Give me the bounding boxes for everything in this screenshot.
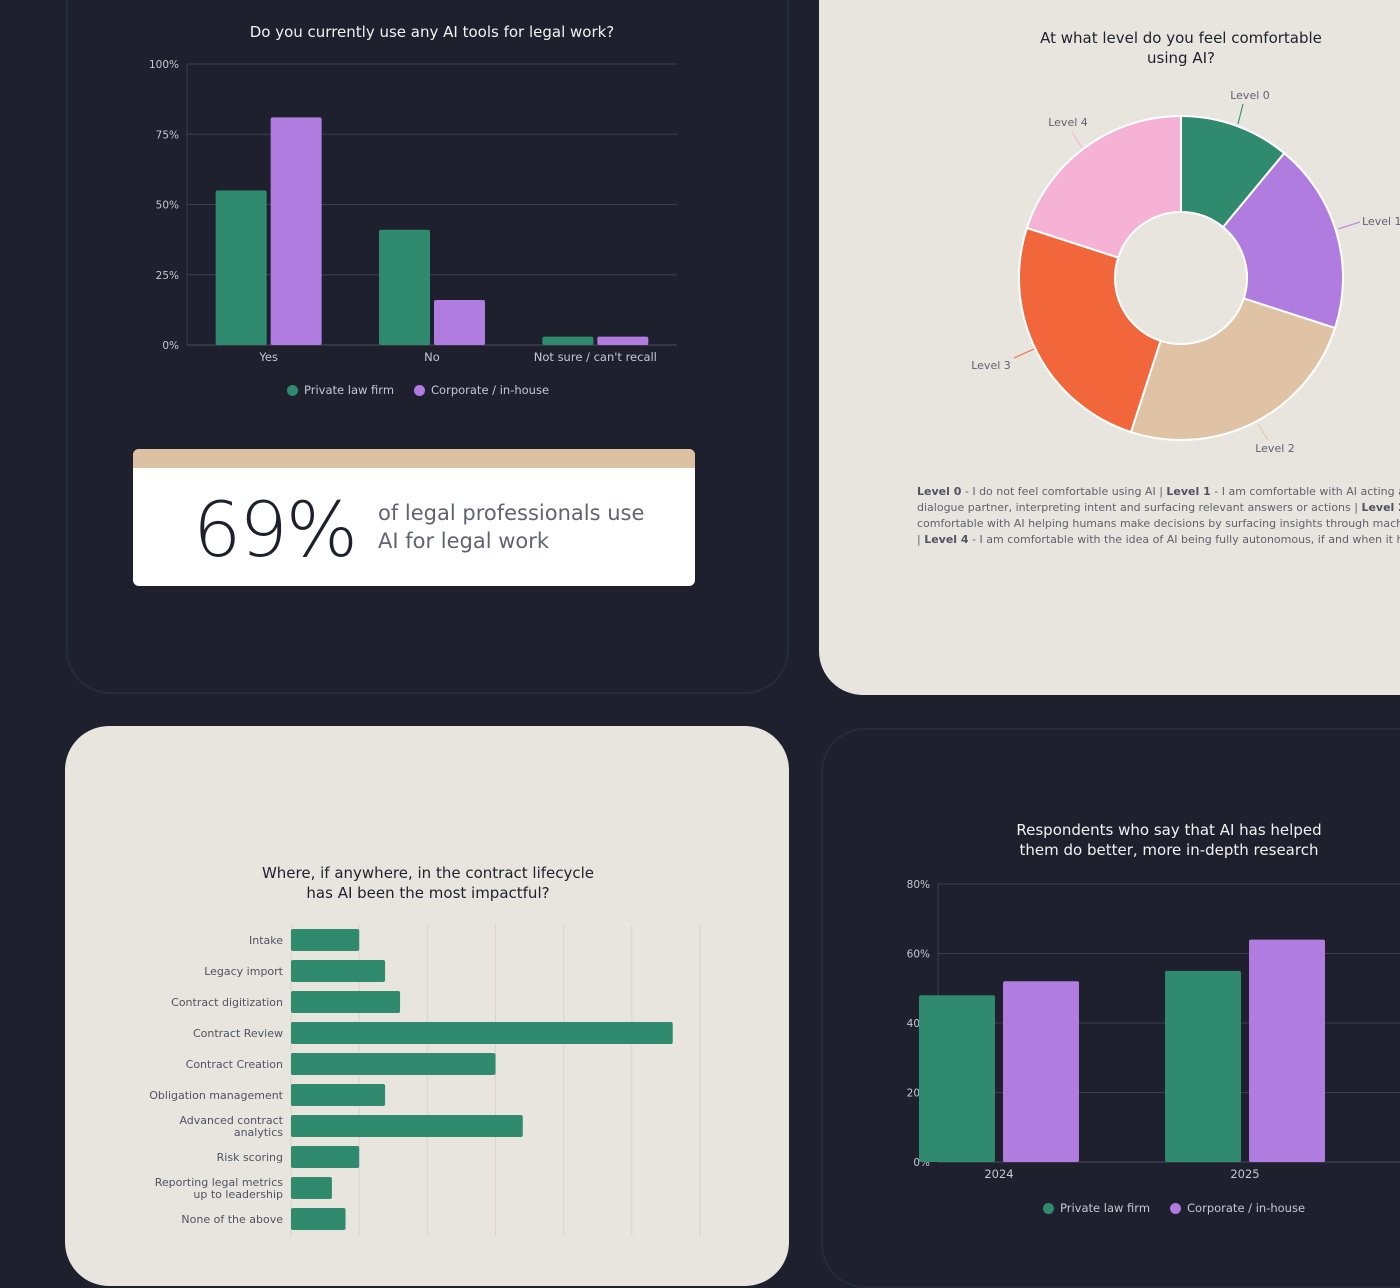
level-name: Level 4 — [924, 533, 969, 546]
y-tick-label: 0% — [162, 340, 179, 352]
category-label: Intake — [249, 934, 283, 947]
stat-card-accent — [133, 449, 695, 468]
bar — [291, 929, 360, 951]
level-description: - I do not feel comfortable using AI | — [961, 485, 1167, 498]
bar-corporate — [1249, 939, 1325, 1162]
category-label: None of the above — [181, 1213, 283, 1226]
donut-leader-line — [1257, 423, 1269, 441]
level-description: | — [917, 533, 925, 546]
legend-label-private: Private law firm — [304, 383, 395, 397]
donut-slice-level-4 — [1025, 114, 1182, 259]
stat-line-1: of legal professionals use — [378, 501, 645, 525]
bar — [291, 1115, 523, 1137]
donut-label: Level 4 — [1048, 116, 1088, 129]
bar-private — [1165, 970, 1241, 1162]
stat-value: 69% — [193, 485, 358, 574]
donut-slice-level-3 — [1018, 226, 1162, 434]
level-name: Level 2 — [1361, 501, 1400, 514]
level-description: comfortable with AI helping humans make … — [917, 517, 1400, 530]
y-tick-label: 60% — [907, 949, 930, 961]
definition-line: dialogue partner, interpreting intent an… — [917, 500, 1400, 516]
donut-leader-line — [1337, 221, 1361, 230]
y-tick-label: 80% — [907, 879, 930, 891]
category-label: Obligation management — [149, 1089, 283, 1102]
legend-item-private: Private law firm — [287, 383, 394, 397]
legend-dot-private — [1043, 1202, 1054, 1214]
category-label: Contract Creation — [186, 1058, 283, 1071]
bar-private — [919, 995, 995, 1162]
definition-line: | Level 4 - I am comfortable with the id… — [917, 532, 1400, 548]
donut-leader-line — [1013, 348, 1035, 359]
level-description: dialogue partner, interpreting intent an… — [917, 501, 1362, 514]
category-label: Reporting legal metrics — [155, 1176, 283, 1189]
bar — [291, 1146, 360, 1168]
legend-label-corporate: Corporate / in-house — [431, 383, 550, 397]
bar — [291, 1022, 673, 1044]
y-tick-label: 100% — [149, 59, 179, 71]
panel-ai-usage — [66, 0, 789, 694]
definition-line: comfortable with AI helping humans make … — [917, 516, 1400, 532]
bar — [291, 960, 386, 982]
bar-corporate — [270, 117, 322, 345]
donut-leader-line — [1237, 103, 1244, 125]
bar — [291, 1053, 496, 1075]
bar — [291, 1208, 346, 1230]
comfort-level-definitions: Level 0 - I do not feel comfortable usin… — [917, 484, 1400, 548]
bar-corporate — [1003, 981, 1079, 1162]
bar — [291, 1177, 332, 1199]
category-label: analytics — [234, 1126, 283, 1139]
stat-line-2: AI for legal work — [378, 529, 550, 553]
bar-corporate — [597, 336, 649, 345]
category-label: Contract digitization — [171, 996, 283, 1009]
level-description: - I am comfortable with AI acting as a — [1210, 485, 1400, 498]
donut-label: Level 3 — [971, 359, 1011, 372]
x-tick-label: Not sure / can't recall — [534, 350, 657, 364]
chart-title-lifecycle: Where, if anywhere, in the contract life… — [261, 864, 595, 902]
stat-card: 69% of legal professionals use AI for le… — [133, 449, 695, 586]
level-name: Level 1 — [1166, 485, 1211, 498]
category-label: Advanced contract — [179, 1114, 283, 1127]
legend-dot-corporate — [414, 384, 426, 396]
chart-title-ai-usage: Do you currently use any AI tools for le… — [249, 23, 615, 41]
chart-title-comfort: At what level do you feel comfortable us… — [1040, 29, 1322, 67]
definition-line: Level 0 - I do not feel comfortable usin… — [917, 484, 1400, 500]
y-tick-label: 50% — [156, 200, 179, 212]
donut-label: Level 2 — [1255, 442, 1295, 455]
donut-slice-level-1 — [1221, 151, 1344, 330]
category-label: up to leadership — [193, 1188, 283, 1201]
legend-label-corporate: Corporate / in-house — [1187, 1201, 1306, 1215]
donut-label: Level 0 — [1230, 89, 1270, 102]
legend-dot-private — [287, 384, 298, 396]
legend-dot-corporate — [1170, 1202, 1182, 1214]
bar-private — [215, 190, 267, 345]
donut-label: Level 1 — [1362, 215, 1400, 228]
bar-corporate — [434, 300, 485, 345]
donut-leader-line — [1071, 131, 1083, 149]
x-tick-label: 2025 — [1230, 1167, 1259, 1181]
y-tick-label: 25% — [156, 270, 179, 282]
charts-canvas: 0% 25% 50% 75% 100% Yes No Not sure / can't rec… — [149, 59, 1400, 1236]
category-label: Legacy import — [204, 965, 283, 978]
x-tick-label: 2024 — [984, 1167, 1013, 1181]
donut-slice-level-2 — [1129, 297, 1337, 441]
level-name: Level 0 — [917, 485, 962, 498]
legend-ai-usage: Private law firm Corporate / in-house — [287, 383, 549, 397]
x-tick-label: No — [424, 350, 440, 364]
category-label: Risk scoring — [217, 1151, 283, 1164]
stat-description: of legal professionals use AI for legal … — [378, 499, 644, 555]
bar — [291, 991, 401, 1013]
chart-title-research: Respondents who say that AI has helped t… — [1016, 821, 1322, 859]
level-description: - I am comfortable with the idea of AI b… — [968, 533, 1400, 546]
legend-item-corporate: Corporate / in-house — [414, 383, 549, 397]
category-label: Contract Review — [193, 1027, 283, 1040]
x-tick-label: Yes — [258, 350, 278, 364]
bar-private — [379, 229, 430, 345]
bar — [291, 1084, 386, 1106]
bar-private — [542, 336, 594, 345]
legend-item-private: Private law firm — [1043, 1201, 1150, 1215]
legend-item-corporate: Corporate / in-house — [1170, 1201, 1305, 1215]
legend-research: Private law firm Corporate / in-house — [1043, 1201, 1305, 1215]
legend-label-private: Private law firm — [1060, 1201, 1151, 1215]
y-tick-label: 75% — [156, 129, 179, 141]
